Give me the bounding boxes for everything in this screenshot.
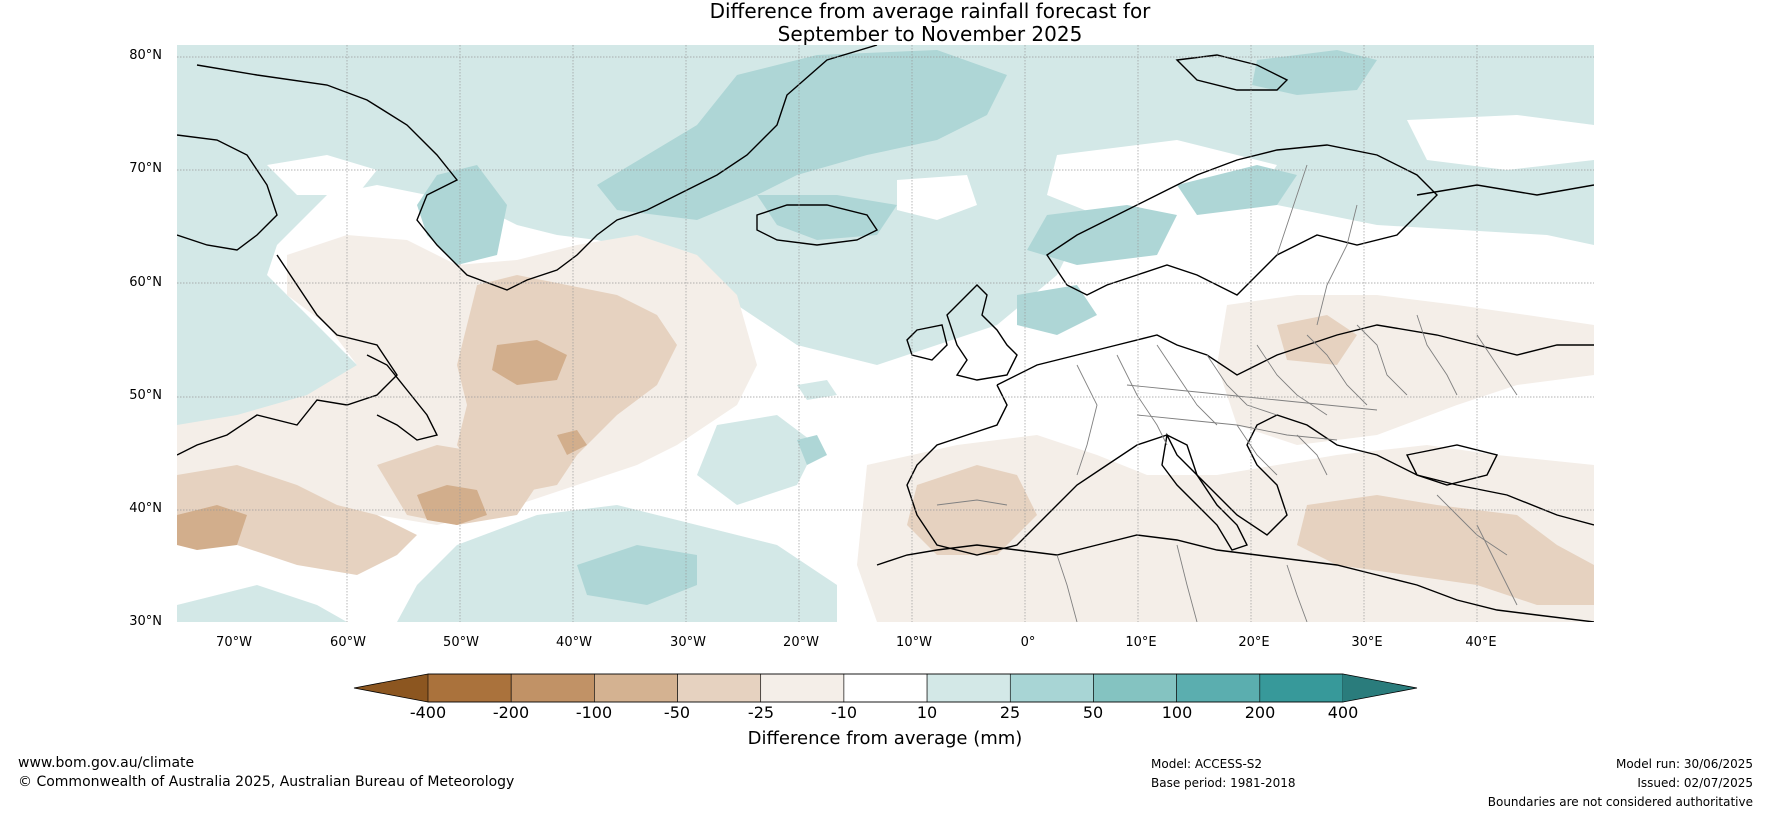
lon-label-70w: 70°W	[216, 635, 252, 650]
colorbar-segment	[1259, 673, 1344, 703]
footer-model: Model: ACCESS-S2	[1151, 757, 1263, 771]
colorbar-segment	[677, 673, 762, 703]
lon-label-60w: 60°W	[330, 635, 366, 650]
wet-light-areas	[177, 45, 1594, 622]
lat-label-40n: 40°N	[129, 501, 162, 516]
colorbar-segment	[1009, 673, 1094, 703]
map-canvas	[177, 45, 1594, 622]
colorbar-segment	[760, 673, 845, 703]
footer-issued: Issued: 02/07/2025	[1637, 776, 1753, 790]
lat-label-70n: 70°N	[129, 161, 162, 176]
lon-label-40e: 40°E	[1465, 635, 1497, 650]
lon-label-10w: 10°W	[896, 635, 932, 650]
colorbar-tick: 10	[916, 703, 938, 722]
colorbar-low-extension	[354, 674, 428, 702]
colorbar-tick: -50	[663, 703, 691, 722]
footer-disclaimer: Boundaries are not considered authoritat…	[1487, 795, 1753, 809]
footer-base-period: Base period: 1981-2018	[1151, 776, 1296, 790]
dry-moderate-areas	[177, 275, 1594, 605]
colorbar-tick: 400	[1327, 703, 1359, 722]
colorbar-outline	[353, 673, 1418, 703]
colorbar-tick: -10	[830, 703, 858, 722]
lon-label-20e: 20°E	[1238, 635, 1270, 650]
rainfall-anomaly-map	[177, 45, 1594, 622]
footer-model-run: Model run: 30/06/2025	[1615, 757, 1753, 771]
colorbar-segments	[427, 673, 1344, 703]
footer-copyright: © Commonwealth of Australia 2025, Austra…	[18, 774, 515, 790]
title-line-1: Difference from average rainfall forecas…	[709, 0, 1151, 23]
wet-moderate-areas	[417, 50, 1377, 605]
colorbar-tick: -100	[575, 703, 613, 722]
lon-label-20w: 20°W	[783, 635, 819, 650]
lon-label-50w: 50°W	[443, 635, 479, 650]
graticule	[177, 45, 1594, 622]
colorbar-tick: 100	[1161, 703, 1193, 722]
colorbar-segment	[1093, 673, 1177, 703]
map-title: Difference from average rainfall forecas…	[0, 0, 1770, 46]
colorbar-tick: 25	[999, 703, 1021, 722]
colorbar-high-extension	[1343, 674, 1417, 702]
country-borders	[936, 164, 1518, 622]
lat-label-50n: 50°N	[129, 388, 162, 403]
lon-label-10e: 10°E	[1125, 635, 1157, 650]
lon-label-30e: 30°E	[1351, 635, 1383, 650]
colorbar-segment	[1176, 673, 1261, 703]
lat-label-60n: 60°N	[129, 275, 162, 290]
colorbar-tick: 200	[1244, 703, 1276, 722]
title-line-2: September to November 2025	[777, 22, 1083, 46]
lon-label-40w: 40°W	[556, 635, 592, 650]
colorbar-segment	[594, 673, 678, 703]
lat-label-80n: 80°N	[129, 48, 162, 63]
colorbar-tick: -200	[492, 703, 530, 722]
colorbar-segment	[926, 673, 1011, 703]
footer-website: www.bom.gov.au/climate	[18, 755, 195, 771]
colorbar-label: Difference from average (mm)	[747, 728, 1023, 749]
colorbar-tick: -400	[409, 703, 447, 722]
colorbar-tick: -25	[747, 703, 775, 722]
lon-label-0: 0°	[1020, 635, 1036, 650]
colorbar-segment	[510, 673, 595, 703]
dry-strong-areas	[177, 340, 587, 550]
colorbar-segment	[427, 673, 512, 703]
colorbar-tick: 50	[1082, 703, 1104, 722]
lon-label-30w: 30°W	[670, 635, 706, 650]
colorbar-segment	[843, 673, 928, 703]
lat-label-30n: 30°N	[129, 614, 162, 629]
